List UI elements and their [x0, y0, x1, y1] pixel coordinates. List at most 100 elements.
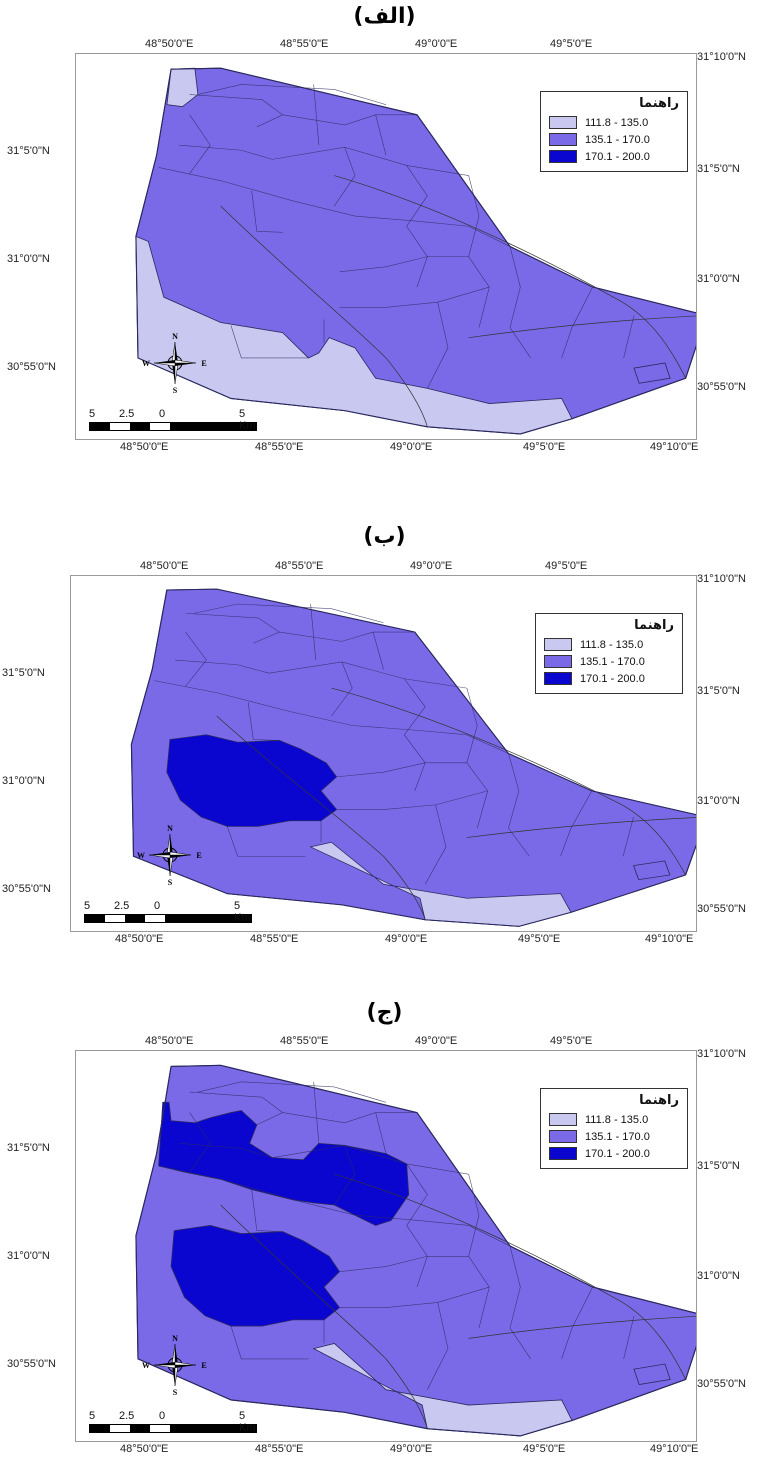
latitude-tick-left: 31°0'0"N: [7, 253, 50, 265]
legend-title: راهنما: [639, 96, 679, 111]
latitude-tick-right: 30°55'0"N: [697, 1378, 746, 1390]
legend-item: 135.1 - 170.0: [549, 1128, 679, 1145]
latitude-tick-left: 31°5'0"N: [2, 667, 45, 679]
district-boundary: [185, 613, 280, 644]
district-boundary: [623, 315, 635, 359]
longitude-tick-top: 48°50'0"E: [145, 1035, 194, 1047]
study-area-outline: [135, 67, 696, 435]
district-boundary: [247, 702, 280, 741]
latitude-tick-right: 31°5'0"N: [697, 685, 740, 697]
district-boundary: [189, 1112, 211, 1173]
north-arrow-compass: N S W E: [140, 1330, 210, 1400]
district-boundary: [339, 1255, 469, 1272]
longitude-tick-bottom: 49°0'0"E: [385, 933, 428, 945]
district-boundary: [372, 631, 384, 670]
legend-title: راهنما: [634, 618, 674, 633]
longitude-tick-bottom: 49°5'0"E: [523, 1443, 566, 1455]
legend-item: 111.8 - 135.0: [549, 1111, 679, 1128]
legend-swatch: [549, 1113, 577, 1126]
longitude-tick-bottom: 49°5'0"E: [523, 441, 566, 453]
district-boundary: [282, 114, 418, 126]
district-boundary: [313, 1081, 320, 1144]
longitude-tick-bottom: 48°55'0"E: [255, 441, 304, 453]
legend-item: 111.8 - 135.0: [544, 636, 674, 653]
legend-swatch: [549, 150, 577, 163]
scale-label: 5: [89, 1410, 96, 1422]
district-boundary: [154, 680, 509, 754]
district-boundary: [179, 144, 469, 176]
latitude-tick-left: 31°5'0"N: [7, 145, 50, 157]
legend-label: 170.1 - 200.0: [580, 672, 645, 685]
scale-segment: [130, 1425, 150, 1432]
district-boundary: [622, 816, 634, 857]
compass-label-n: N: [167, 824, 173, 833]
map-canvas: [135, 67, 696, 435]
legend-label: 111.8 - 135.0: [580, 638, 644, 651]
longitude-tick-top: 49°5'0"E: [550, 38, 593, 50]
district-boundary: [185, 631, 207, 687]
panel-title-b: (ب): [363, 524, 406, 549]
legend-label: 135.1 - 170.0: [585, 1130, 650, 1143]
district-boundary: [189, 114, 211, 174]
scale-label: 0: [159, 1410, 166, 1422]
longitude-tick-bottom: 49°5'0"E: [518, 933, 561, 945]
legend: راهنما 111.8 - 135.0 135.1 - 170.0 170.1 - …: [540, 1088, 688, 1169]
road-line: [334, 175, 686, 379]
latitude-tick-right: 31°0'0"N: [697, 273, 740, 285]
latitude-tick-left: 30°55'0"N: [2, 883, 51, 895]
longitude-tick-bottom: 49°10'0"E: [650, 1443, 699, 1455]
district-boundary: [334, 147, 356, 207]
district-boundary: [331, 661, 353, 717]
district-boundary: [279, 631, 415, 642]
legend-item: 170.1 - 200.0: [544, 670, 674, 687]
scale-bar: 5 2.5 0 5 Km: [89, 408, 257, 432]
road-line: [466, 817, 696, 838]
longitude-tick-top: 49°0'0"E: [415, 1035, 458, 1047]
legend: راهنما 111.8 - 135.0 135.1 - 170.0 170.1 - …: [535, 613, 683, 694]
road-line: [468, 315, 696, 339]
district-boundary: [561, 286, 593, 359]
latitude-tick-left: 31°0'0"N: [2, 775, 45, 787]
legend-swatch: [549, 1147, 577, 1160]
district-boundary: [251, 190, 283, 233]
legend-label: 170.1 - 200.0: [585, 150, 650, 163]
legend-item: 135.1 - 170.0: [544, 653, 674, 670]
district-boundary: [339, 286, 490, 308]
district-boundary: [375, 1112, 387, 1154]
district-boundary: [197, 84, 387, 105]
compass-label-s: S: [168, 878, 173, 887]
legend-item: 111.8 - 135.0: [549, 114, 679, 131]
region-low-class-south: [312, 1343, 573, 1437]
road-line: [220, 1204, 428, 1429]
scale-segment: [110, 1425, 130, 1432]
district-boundary: [339, 1286, 490, 1308]
north-arrow-compass: N S W E: [135, 820, 205, 890]
district-boundary: [339, 256, 469, 273]
district-boundary: [508, 753, 530, 857]
scale-label: 0: [159, 408, 166, 420]
district-boundary: [251, 1189, 283, 1232]
district-boundary: [560, 790, 593, 857]
longitude-tick-bottom: 49°0'0"E: [390, 1443, 433, 1455]
scale-segment: [125, 915, 145, 922]
map-frame: [70, 575, 697, 932]
scale-label: 2.5: [119, 408, 135, 420]
latitude-tick-left: 30°55'0"N: [7, 1358, 56, 1370]
scale-segment: [85, 915, 105, 922]
longitude-tick-top: 49°5'0"E: [545, 560, 588, 572]
longitude-tick-bottom: 49°10'0"E: [645, 933, 694, 945]
district-boundary: [230, 325, 309, 359]
district-boundary: [623, 1315, 635, 1359]
scale-segment: [105, 915, 125, 922]
district-boundary: [175, 659, 467, 689]
latitude-tick-right: 31°10'0"N: [697, 1048, 746, 1060]
district-boundary: [193, 603, 384, 623]
legend-label: 135.1 - 170.0: [580, 655, 645, 668]
scale-label: 5 Km: [234, 900, 251, 924]
scale-segment: [150, 423, 170, 430]
compass-label-e: E: [196, 851, 201, 860]
district-boundary: [189, 94, 284, 128]
district-boundary: [336, 790, 488, 810]
legend-item: 170.1 - 200.0: [549, 1145, 679, 1162]
legend-swatch: [549, 116, 577, 129]
